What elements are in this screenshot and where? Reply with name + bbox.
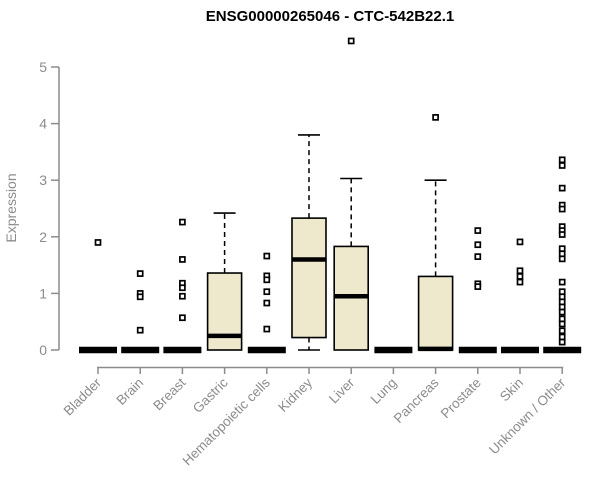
outlier-point-prostate xyxy=(474,241,482,249)
outlier-point-unknown-other xyxy=(558,278,566,286)
outlier-point-brain xyxy=(136,326,144,334)
x-tick-label: Liver xyxy=(326,375,358,407)
outlier-point-unknown-other xyxy=(558,231,566,238)
outlier-point-unknown-other xyxy=(558,320,566,328)
x-tick-label: Brain xyxy=(113,375,146,408)
outlier-point-brain xyxy=(136,293,144,301)
y-tick-label: 0 xyxy=(39,342,47,358)
y-tick-label: 5 xyxy=(39,59,47,75)
outlier-point-brain xyxy=(136,270,144,277)
outlier-point-hematopoietic-cells xyxy=(263,252,271,260)
outlier-point-skin xyxy=(516,273,524,280)
box-kidney xyxy=(291,217,327,339)
outlier-point-skin xyxy=(516,278,524,286)
y-tick-label: 4 xyxy=(39,116,47,132)
outlier-point-breast xyxy=(179,292,186,300)
box-breast xyxy=(163,346,202,354)
outlier-point-unknown-other xyxy=(558,308,566,316)
outlier-point-unknown-other xyxy=(558,184,566,192)
box-brain xyxy=(121,346,160,354)
x-tick-label: Bladder xyxy=(61,375,105,419)
outlier-point-unknown-other xyxy=(558,205,566,213)
box-bladder xyxy=(79,346,117,354)
outlier-point-skin xyxy=(516,267,524,275)
x-tick-label: Unknown / Other xyxy=(486,375,569,458)
box-pancreas xyxy=(417,275,454,351)
outlier-point-unknown-other xyxy=(558,327,566,335)
outlier-point-prostate xyxy=(474,253,482,260)
chart-title: ENSG00000265046 - CTC-542B22.1 xyxy=(205,8,455,25)
x-tick-label: Lung xyxy=(368,375,400,407)
outlier-point-breast xyxy=(179,256,186,263)
y-axis-title: Expression xyxy=(3,173,19,242)
outlier-point-bladder xyxy=(94,239,102,246)
x-tick-label: Breast xyxy=(150,375,188,413)
outlier-point-skin xyxy=(516,238,524,246)
box-gastric xyxy=(206,272,243,351)
outlier-point-unknown-other xyxy=(558,162,566,169)
x-tick-label: Skin xyxy=(497,375,526,404)
y-tick-label: 1 xyxy=(39,285,47,301)
outlier-point-prostate xyxy=(474,227,482,234)
y-tick-label: 3 xyxy=(39,172,47,188)
x-tick-label: Prostate xyxy=(438,375,484,421)
outlier-point-unknown-other xyxy=(558,255,566,263)
y-tick-label: 2 xyxy=(39,229,47,245)
outlier-point-unknown-other xyxy=(558,338,566,346)
box-lung xyxy=(374,346,413,354)
outlier-point-prostate xyxy=(474,283,482,290)
outlier-point-unknown-other xyxy=(558,156,566,164)
outlier-point-breast xyxy=(179,314,186,322)
box-prostate xyxy=(458,346,497,354)
box-skin xyxy=(501,346,539,354)
x-tick-label: Gastric xyxy=(190,375,231,416)
outlier-point-pancreas xyxy=(432,114,439,121)
outlier-point-breast xyxy=(179,284,186,292)
outlier-point-liver xyxy=(347,37,355,45)
outlier-point-hematopoietic-cells xyxy=(263,288,271,296)
box-hematopoietic-cells xyxy=(247,346,286,354)
box-unknown-other xyxy=(543,346,582,354)
outlier-point-hematopoietic-cells xyxy=(263,276,271,284)
outlier-point-hematopoietic-cells xyxy=(263,325,271,333)
outlier-point-breast xyxy=(179,218,186,226)
x-tick-label: Kidney xyxy=(275,375,315,415)
outlier-point-hematopoietic-cells xyxy=(263,299,271,307)
x-tick-label: Pancreas xyxy=(391,375,442,426)
